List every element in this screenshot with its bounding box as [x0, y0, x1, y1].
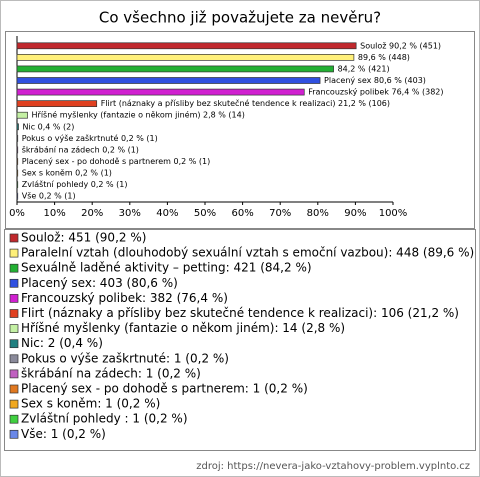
legend-label: Soulož: 451 (90,2 %): [21, 231, 146, 245]
legend-swatch: [9, 384, 19, 394]
legend-label: Zvláštní pohledy : 1 (0,2 %): [21, 412, 188, 426]
bar: [16, 54, 355, 61]
x-tick-label: 20%: [81, 208, 103, 219]
legend-label: Pokus o výše zaškrtnuté: 1 (0,2 %): [21, 351, 229, 365]
x-tick-label: 50%: [194, 208, 216, 219]
legend-label: Placený sex: 403 (80,6 %): [21, 276, 178, 290]
value-label: Pokus o výše zaškrtnuté 0,2 % (1): [22, 133, 158, 143]
legend-swatch: [9, 233, 19, 243]
legend-swatch: [9, 414, 19, 424]
bar: [16, 65, 334, 73]
bar: [16, 169, 19, 177]
value-label: 89,6 % (448): [358, 53, 410, 62]
bar: [16, 192, 19, 200]
bar: [16, 135, 19, 142]
x-tick-label: 100%: [379, 208, 408, 219]
legend-swatch: [9, 429, 19, 439]
value-label: 84,2 % (421): [338, 64, 390, 73]
legend-label: Paralelní vztah (dlouhodobý sexuální vzt…: [21, 246, 474, 260]
legend-swatch: [9, 354, 19, 364]
legend-swatch: [9, 339, 19, 349]
x-tick-label: 0%: [9, 208, 25, 219]
legend-label: Nic: 2 (0,4 %): [21, 336, 103, 350]
bar: [16, 181, 19, 188]
legend-label: Sex s koněm: 1 (0,2 %): [21, 397, 160, 411]
legend-swatch: [9, 263, 19, 273]
bar: [16, 77, 321, 84]
value-label: Francouzský polibek 76,4 % (382): [308, 88, 443, 97]
x-tick-label: 70%: [269, 208, 291, 219]
x-tick-label: 80%: [307, 208, 329, 219]
legend-label: Placený sex - po dohodě s partnerem: 1 (…: [21, 382, 308, 396]
legend-swatch: [9, 248, 19, 258]
bar: [16, 111, 28, 119]
x-tick-label: 30%: [119, 208, 141, 219]
x-tick-label: 90%: [344, 208, 366, 219]
legend-swatch: [9, 399, 19, 409]
bar: [16, 123, 19, 131]
x-tick-label: 10%: [43, 208, 65, 219]
bar: [16, 146, 19, 154]
legend-swatch: [9, 278, 19, 288]
legend-swatch: [9, 324, 19, 333]
bar: [16, 88, 305, 96]
value-label: Vše 0,2 % (1): [22, 191, 76, 201]
legend-label: Hříšné myšlenky (fantazie o někom jiném)…: [21, 321, 345, 335]
value-label: Placený sex 80,6 % (403): [324, 76, 426, 85]
value-label: Sex s koněm 0,2 % (1): [22, 169, 112, 178]
legend-swatch: [9, 309, 19, 318]
legend-label: Flirt (náznaky a přísliby bez skutečné t…: [21, 306, 459, 320]
legend-label: Francouzský polibek: 382 (76,4 %): [21, 291, 228, 305]
legend-frame: [4, 229, 476, 451]
source: zdroj: https://nevera-jako-vztahovy-prob…: [196, 461, 470, 472]
value-label: Hříšné myšlenky (fantazie o někom jiném)…: [32, 110, 245, 120]
legend-swatch: [9, 294, 19, 303]
legend-label: Sexuálně laděné aktivity – petting: 421 …: [21, 261, 312, 275]
plot-frame: [5, 31, 475, 229]
value-label: Soulož 90,2 % (451): [360, 41, 441, 50]
legend-swatch: [9, 369, 19, 379]
value-label: Zvláštní pohledy 0,2 % (1): [22, 179, 128, 189]
legend-label: Vše: 1 (0,2 %): [21, 427, 106, 441]
value-label: Nic 0,4 % (2): [23, 122, 75, 131]
value-label: Flirt (náznaky a přísliby bez skutečné t…: [101, 98, 390, 108]
x-tick-label: 60%: [231, 208, 253, 219]
legend-label: škrábání na zádech: 1 (0,2 %): [21, 366, 201, 380]
bar: [16, 42, 357, 50]
bar: [16, 100, 98, 107]
value-label: škrábání na zádech 0,2 % (1): [22, 144, 139, 154]
bar: [16, 158, 19, 165]
x-tick-label: 40%: [156, 208, 178, 219]
chart-title: Co všechno již považujete za nevěru?: [99, 9, 381, 27]
value-label: Placený sex - po dohodě s partnerem 0,2 …: [22, 157, 211, 166]
